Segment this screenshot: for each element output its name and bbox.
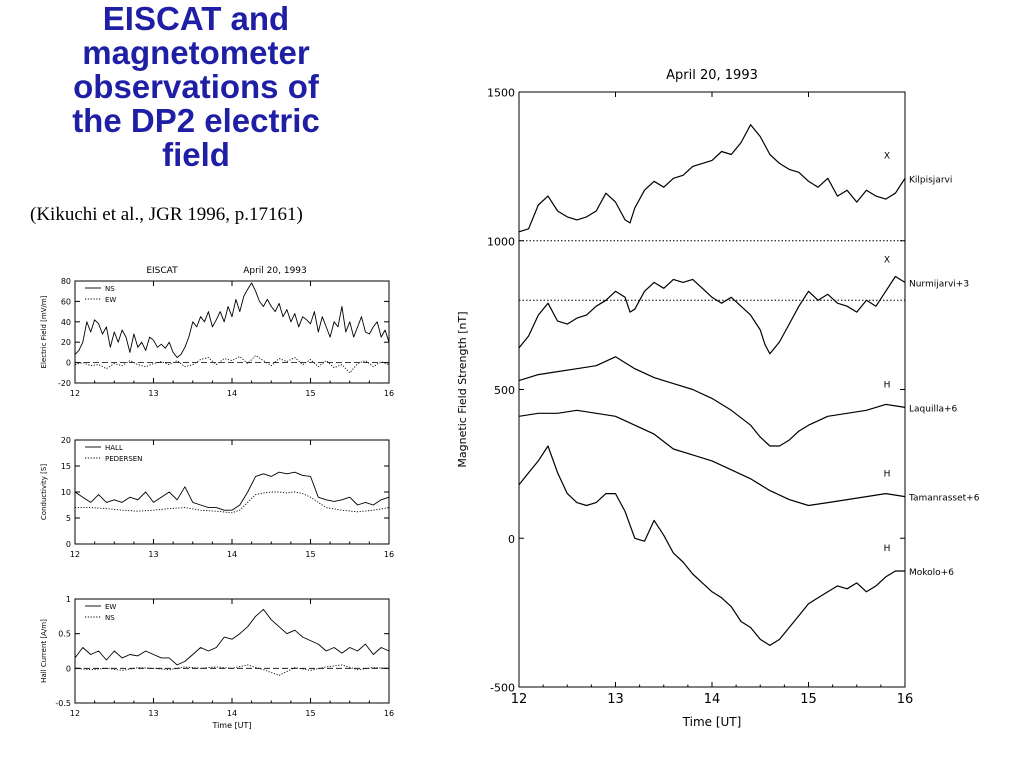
y-tick-label: 15 xyxy=(61,462,71,471)
y-tick-label: 80 xyxy=(61,277,71,286)
x-axis-label: Time [UT] xyxy=(211,721,251,730)
y-tick-label: -500 xyxy=(490,682,515,695)
series-line-laquilla-6 xyxy=(518,356,906,447)
y-tick-label: 1500 xyxy=(487,87,515,100)
plot-frame xyxy=(74,280,390,384)
y-tick-label: 20 xyxy=(61,436,71,445)
series-line-pedersen xyxy=(75,491,390,514)
y-tick-label: 5 xyxy=(66,514,71,523)
component-label: X xyxy=(884,151,890,161)
chart-title: April 20, 1993 xyxy=(666,68,758,83)
series-label: Tamanrasset+6 xyxy=(908,494,980,504)
chart-2: 12 13 14 15 16 0 5 10 15 20 HALL PEDERSEN Conductivi… xyxy=(40,436,394,559)
x-tick-label: 15 xyxy=(305,550,315,559)
legend-label: PEDERSEN xyxy=(105,455,142,463)
y-tick-label: 0.5 xyxy=(58,630,71,639)
series-line-ew xyxy=(74,608,390,666)
x-tick-label: 12 xyxy=(70,709,80,718)
chart-title: EISCAT xyxy=(146,266,178,276)
y-axis-label: Hall Current [A/m] xyxy=(40,619,48,683)
y-axis-label: Magnetic Field Strength [nT] xyxy=(456,311,469,467)
x-tick-label: 16 xyxy=(384,389,394,398)
y-axis-label: Conductivity [S] xyxy=(40,464,48,520)
y-tick-label: 0 xyxy=(66,664,71,673)
slide-title-line: observations of xyxy=(73,68,319,105)
y-tick-label: -20 xyxy=(58,379,71,388)
series-label: Laquilla+6 xyxy=(909,404,958,414)
x-tick-label: 12 xyxy=(70,550,80,559)
y-tick-label: 500 xyxy=(494,384,515,397)
chart-3: 12 13 14 15 16 -0.5 0 0.5 1 EW NS Hall Current [A/m… xyxy=(40,595,394,730)
legend-label: EW xyxy=(105,603,116,611)
slide-title-line: magnetometer xyxy=(82,34,310,71)
plot-frame xyxy=(74,598,390,704)
y-tick-label: 10 xyxy=(61,488,71,497)
legend-label: HALL xyxy=(105,444,123,452)
legend-label: EW xyxy=(105,296,116,304)
component-label: H xyxy=(884,470,891,480)
chart-1: 12 13 14 15 16 -20 0 20 40 60 80 NS EW EISCAT April 20… xyxy=(40,266,394,398)
series-line-hall xyxy=(74,471,390,511)
x-tick-label: 14 xyxy=(227,389,237,398)
x-tick-label: 15 xyxy=(305,389,315,398)
x-tick-label: 13 xyxy=(148,709,158,718)
component-label: H xyxy=(884,544,891,554)
x-tick-label: 16 xyxy=(897,692,914,707)
x-tick-label: 15 xyxy=(800,692,817,707)
y-tick-label: -0.5 xyxy=(55,699,71,708)
x-tick-label: 12 xyxy=(70,389,80,398)
x-tick-label: 15 xyxy=(305,709,315,718)
slide-title-line: field xyxy=(162,136,230,173)
y-tick-label: 1000 xyxy=(487,235,515,248)
x-tick-label: 14 xyxy=(227,709,237,718)
series-line-ns xyxy=(74,664,390,676)
chart-4: 12 13 14 15 16 -500 0 500 1000 1500 Kilpisjarvi X Nu… xyxy=(456,68,980,729)
series-line-kilpisjarvi xyxy=(518,124,906,233)
x-tick-label: 13 xyxy=(607,692,624,707)
series-line-ns xyxy=(74,282,390,358)
y-tick-label: 20 xyxy=(61,338,71,347)
series-line-nurmijarvi-3 xyxy=(518,275,906,355)
chart-title: April 20, 1993 xyxy=(243,266,307,276)
y-axis-label: Electric Field [mV/m] xyxy=(40,295,48,368)
y-tick-label: 0 xyxy=(508,533,515,546)
y-tick-label: 40 xyxy=(61,318,71,327)
y-tick-label: 0 xyxy=(66,359,71,368)
series-label: Nurmijarvi+3 xyxy=(909,279,969,289)
x-tick-label: 14 xyxy=(704,692,721,707)
x-tick-label: 13 xyxy=(148,550,158,559)
legend-label: NS xyxy=(105,285,115,293)
y-tick-label: 60 xyxy=(61,297,71,306)
series-label: Mokolo+6 xyxy=(909,568,954,578)
x-tick-label: 14 xyxy=(227,550,237,559)
plot-frame xyxy=(518,91,906,688)
series-label: Kilpisjarvi xyxy=(909,175,952,185)
legend-label: NS xyxy=(105,614,115,622)
slide-title-line: the DP2 electric xyxy=(72,102,320,139)
x-tick-label: 16 xyxy=(384,550,394,559)
x-tick-label: 12 xyxy=(511,692,528,707)
component-label: H xyxy=(884,380,891,390)
y-tick-label: 0 xyxy=(66,540,71,549)
slide-title-line: EISCAT and xyxy=(102,0,290,37)
series-line-ew xyxy=(74,355,390,374)
component-label: X xyxy=(884,255,890,265)
x-axis-label: Time [UT] xyxy=(682,715,742,729)
series-line-mokolo-6 xyxy=(518,445,905,647)
citation: (Kikuchi et al., JGR 1996, p.17161) xyxy=(30,204,303,225)
series-line-tamanrasset-6 xyxy=(518,409,906,507)
x-tick-label: 16 xyxy=(384,709,394,718)
y-tick-label: 1 xyxy=(66,595,71,604)
x-tick-label: 13 xyxy=(148,389,158,398)
slide-title: EISCAT and magnetometer observations of … xyxy=(20,2,372,172)
